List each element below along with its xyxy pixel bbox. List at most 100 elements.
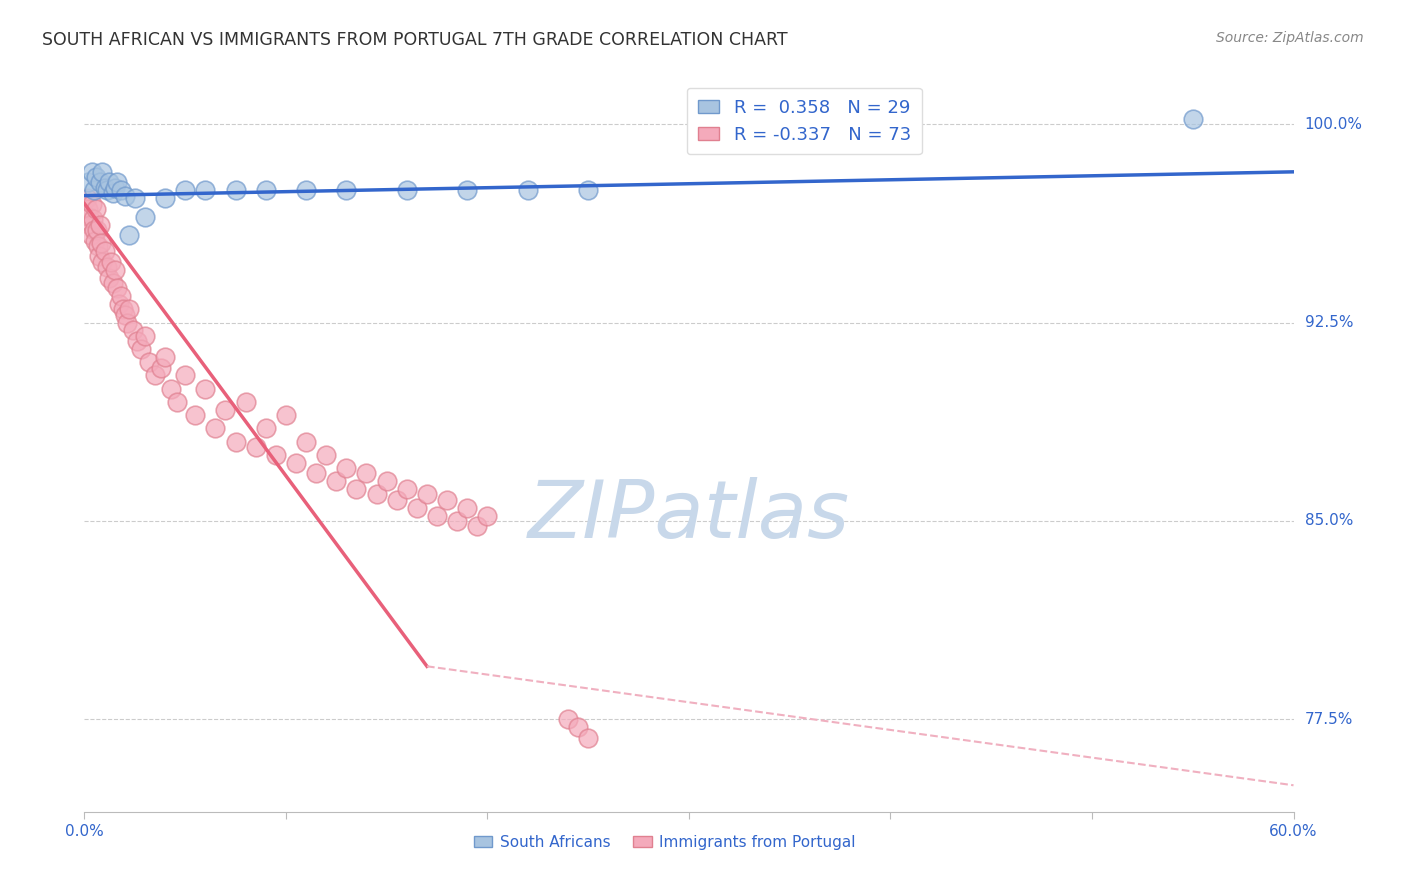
Point [104,180,127,194]
Point [82,196,104,211]
Point [194,382,217,396]
Point [83,183,105,197]
Point [416,487,439,501]
Point [557,712,579,726]
Point [96,183,118,197]
Point [174,183,197,197]
Point [110,289,132,303]
Point [225,183,247,197]
Point [115,316,138,330]
Point [436,492,458,507]
Point [153,191,176,205]
Point [101,276,124,290]
Point [114,188,136,202]
Point [91,254,114,268]
Point [90,236,112,251]
Point [97,270,120,285]
Point [194,183,217,197]
Point [160,382,183,396]
Point [83,223,105,237]
Point [346,482,368,496]
Point [129,342,152,356]
Point [100,254,122,268]
Point [134,328,156,343]
Point [82,212,104,227]
Point [125,334,148,348]
Point [576,183,599,197]
Point [118,228,141,243]
Legend: South Africans, Immigrants from Portugal: South Africans, Immigrants from Portugal [468,829,862,856]
Point [110,183,132,197]
Point [87,239,110,253]
Point [406,500,429,515]
Point [305,467,328,481]
Point [184,408,207,422]
Text: 92.5%: 92.5% [1305,315,1353,330]
Point [174,368,197,383]
Point [114,308,136,322]
Point [134,210,156,224]
Point [375,474,398,488]
Point [395,482,418,496]
Point [366,487,388,501]
Point [101,186,124,200]
Point [245,440,267,454]
Point [77,202,100,216]
Point [86,223,108,237]
Point [235,395,257,409]
Point [254,183,277,197]
Text: 77.5%: 77.5% [1305,712,1353,727]
Point [149,360,172,375]
Point [295,183,318,197]
Point [79,210,101,224]
Point [93,180,115,194]
Point [214,402,236,417]
Point [516,183,538,197]
Point [89,250,111,264]
Point [121,324,143,338]
Point [335,461,357,475]
Point [97,176,120,190]
Point [118,302,141,317]
Point [356,467,378,481]
Point [1181,112,1204,126]
Point [204,421,226,435]
Point [105,176,128,190]
Point [84,234,107,248]
Point [315,448,337,462]
Point [91,165,114,179]
Text: 100.0%: 100.0% [1305,117,1362,132]
Point [335,183,357,197]
Point [77,176,100,190]
Point [76,191,98,205]
Point [467,519,489,533]
Point [385,492,408,507]
Point [89,176,111,190]
Point [166,395,188,409]
Point [456,183,478,197]
Point [104,262,127,277]
Text: Source: ZipAtlas.com: Source: ZipAtlas.com [1216,31,1364,45]
Point [89,218,111,232]
Point [124,191,146,205]
Point [274,408,297,422]
Point [111,302,134,317]
Point [446,514,468,528]
Point [105,281,128,295]
Point [82,165,104,179]
Point [153,350,176,364]
Point [79,218,101,232]
Point [86,202,108,216]
Point [567,720,589,734]
Text: 85.0%: 85.0% [1305,514,1353,528]
Text: SOUTH AFRICAN VS IMMIGRANTS FROM PORTUGAL 7TH GRADE CORRELATION CHART: SOUTH AFRICAN VS IMMIGRANTS FROM PORTUGA… [42,31,787,49]
Point [477,508,499,523]
Point [86,170,108,185]
Point [395,183,418,197]
Point [264,448,287,462]
Point [93,244,115,259]
Point [138,355,160,369]
Point [285,456,308,470]
Point [96,260,118,274]
Point [143,368,166,383]
